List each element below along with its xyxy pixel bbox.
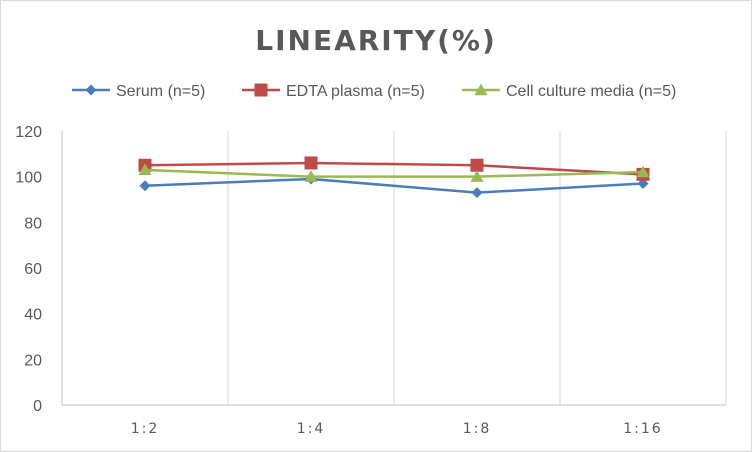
legend-item: Cell culture media (n=5) bbox=[462, 83, 676, 100]
legend-item: EDTA plasma (n=5) bbox=[242, 83, 425, 100]
y-tick-label: 120 bbox=[15, 124, 42, 141]
data-point bbox=[304, 156, 318, 170]
y-tick-label: 80 bbox=[24, 215, 42, 232]
legend-marker bbox=[474, 83, 488, 96]
data-point bbox=[471, 187, 483, 199]
x-tick-label: 1:8 bbox=[463, 421, 492, 437]
legend-label: EDTA plasma (n=5) bbox=[286, 83, 425, 100]
series-line bbox=[144, 168, 644, 178]
data-point bbox=[636, 165, 650, 178]
y-tick-label: 20 bbox=[24, 352, 42, 369]
y-tick-label: 0 bbox=[33, 398, 42, 415]
legend-marker bbox=[254, 83, 268, 97]
data-point bbox=[138, 163, 152, 176]
y-tick-labels: 0 20 40 60 80 100 120 bbox=[15, 124, 42, 415]
x-tick-label: 1:16 bbox=[623, 421, 662, 437]
legend-marker bbox=[85, 84, 97, 96]
legend: Serum (n=5) EDTA plasma (n=5) Cell culture… bbox=[72, 83, 676, 100]
legend-item: Serum (n=5) bbox=[72, 83, 205, 100]
chart-title: LINEARITY(%) bbox=[255, 24, 497, 57]
series-line bbox=[144, 161, 644, 176]
legend-label: Serum (n=5) bbox=[116, 83, 205, 100]
grid-lines bbox=[227, 131, 727, 405]
y-tick-label: 60 bbox=[24, 261, 42, 278]
x-tick-labels: 1:2 1:4 1:8 1:16 bbox=[131, 421, 662, 437]
data-point bbox=[139, 180, 151, 192]
data-point bbox=[470, 170, 484, 182]
y-tick-label: 100 bbox=[15, 170, 42, 187]
data-point bbox=[470, 158, 484, 172]
x-tick-label: 1:4 bbox=[297, 421, 326, 437]
axes bbox=[61, 131, 726, 406]
legend-label: Cell culture media (n=5) bbox=[506, 83, 676, 100]
y-tick-label: 40 bbox=[24, 307, 42, 324]
series-3 bbox=[138, 163, 650, 182]
data-point bbox=[304, 170, 318, 182]
series-group bbox=[138, 156, 650, 199]
series-line bbox=[144, 177, 644, 194]
x-tick-label: 1:2 bbox=[131, 421, 160, 437]
